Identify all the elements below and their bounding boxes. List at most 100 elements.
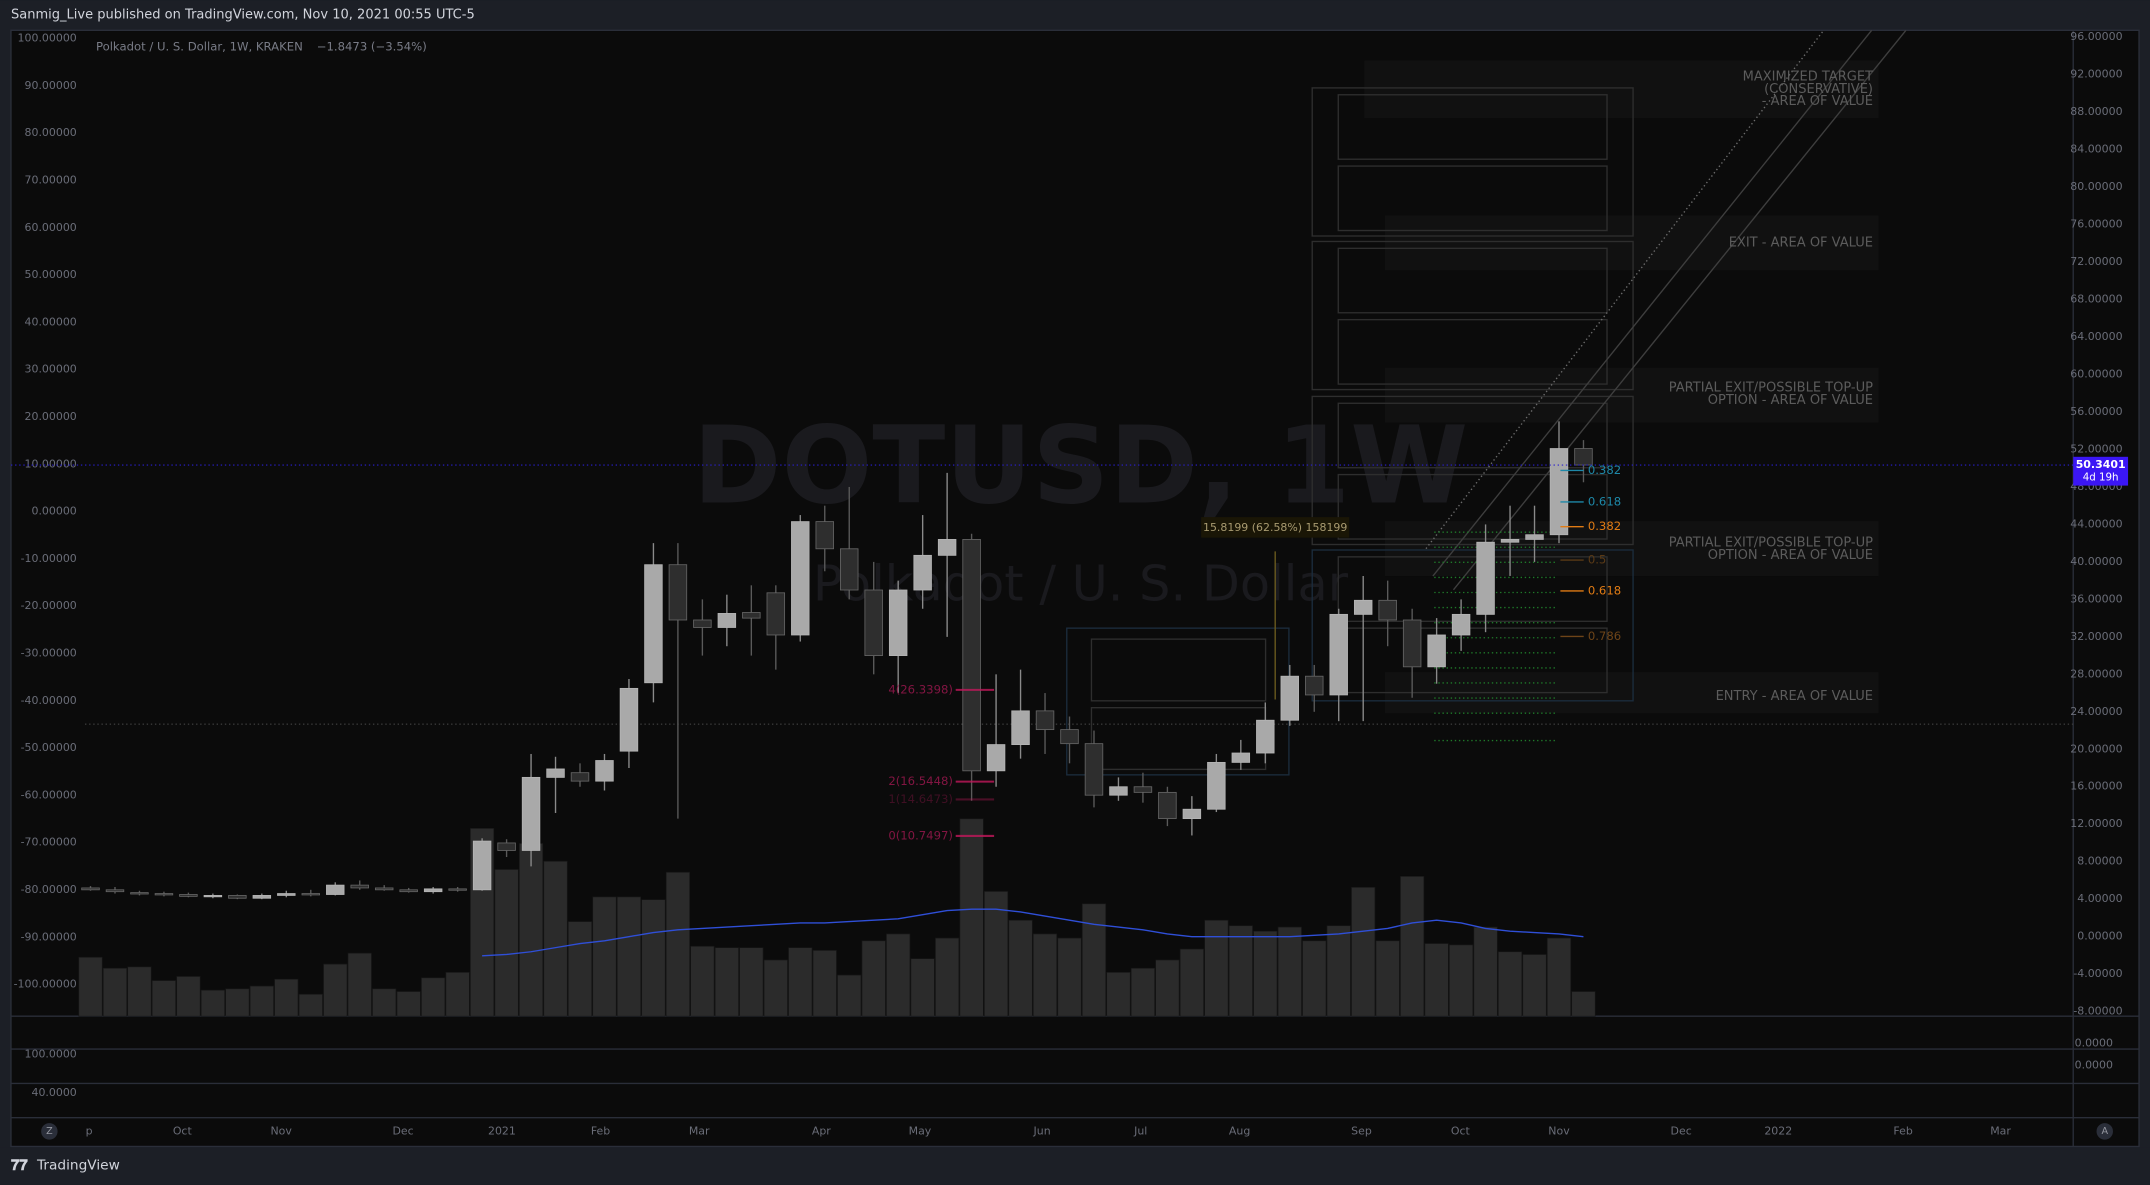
fib-label: 2(16.5448)	[888, 774, 953, 788]
volume-bar	[1081, 903, 1107, 1017]
candle-body	[864, 589, 883, 657]
y2-tick-label: 20.00000	[25, 410, 77, 423]
button[interactable]	[41, 1123, 58, 1140]
zone-band	[1384, 215, 1879, 271]
volume-bar	[837, 974, 862, 1017]
box	[1337, 402, 1608, 469]
x-tick-label: Apr	[812, 1124, 831, 1137]
fib-label: 0.382	[1588, 519, 1621, 533]
y-tick-label: 16.00000	[2070, 780, 2122, 793]
zone-label: OPTION - AREA OF VALUE	[1708, 393, 1873, 408]
volume-bar	[1375, 940, 1400, 1017]
y-tick-label: 52.00000	[2070, 442, 2122, 455]
candle-body	[81, 887, 100, 891]
button-label[interactable]: A	[2101, 1126, 2108, 1137]
box	[1337, 556, 1608, 622]
y-tick-label: 28.00000	[2070, 667, 2122, 680]
y-tick-label: 8.00000	[2077, 855, 2122, 868]
fib-label: 0(10.7497)	[888, 828, 953, 842]
candle-body	[668, 564, 688, 621]
zone-band	[1364, 60, 1879, 119]
y-tick-label: 44.00000	[2070, 517, 2122, 530]
volume-bar	[494, 869, 519, 1017]
y2-tick-label: -40.00000	[21, 694, 77, 707]
fib-label: 0.618	[1588, 583, 1621, 597]
y-tick-label: 36.00000	[2070, 592, 2122, 605]
y-tick-label: 24.00000	[2070, 705, 2122, 718]
box	[1337, 247, 1608, 314]
last-price-label: 50.3401	[2076, 458, 2126, 471]
candle-body	[1280, 675, 1299, 721]
volume-bar	[1400, 875, 1425, 1017]
volume-bar	[1449, 944, 1474, 1017]
candle-body	[203, 895, 223, 898]
candle-body	[521, 776, 541, 851]
candle-body	[252, 895, 272, 899]
candle-body	[1231, 752, 1251, 763]
volume-bar	[176, 976, 201, 1017]
volume-bar	[690, 945, 715, 1017]
x-tick-label: Jul	[1133, 1124, 1147, 1137]
y-tick-label: 20.00000	[2070, 742, 2122, 755]
volume-bar	[812, 950, 837, 1017]
zone-label: PARTIAL EXIT/POSSIBLE TOP-UP	[1669, 381, 1873, 396]
button-label[interactable]: Z	[46, 1126, 53, 1137]
volume-bar	[1473, 926, 1498, 1017]
trend-line	[1432, 29, 1873, 577]
volume-bar	[225, 988, 250, 1017]
volume-bar	[1571, 991, 1596, 1017]
fib-label: 0.786	[1588, 629, 1621, 643]
candle-body	[717, 613, 737, 628]
zone-band	[1384, 367, 1879, 423]
y2-tick-label: 100.00000	[18, 32, 77, 45]
y-tick-label: 32.00000	[2070, 630, 2122, 643]
candle-body	[840, 548, 859, 591]
candle-body	[791, 521, 810, 636]
zone-label: MAXIMIZED TARGET	[1743, 69, 1873, 84]
volume-bar	[861, 940, 886, 1017]
y-tick-label: 88.00000	[2070, 105, 2122, 118]
y-tick-label: 80.00000	[2070, 180, 2122, 193]
candle-body	[1084, 743, 1104, 796]
volume-bar	[127, 966, 152, 1017]
volume-bar	[1351, 886, 1376, 1017]
candle-body	[888, 589, 908, 657]
volume-bar	[763, 959, 788, 1017]
candle-body	[1182, 808, 1202, 820]
candle-body	[937, 539, 957, 556]
fib-label: 0.618	[1588, 494, 1621, 508]
candle-body	[815, 521, 834, 550]
candle-body	[1060, 729, 1079, 745]
volume-bar	[910, 958, 935, 1017]
candle-body	[105, 889, 125, 893]
y-tick-label: 92.00000	[2070, 68, 2122, 81]
x-tick-label: Mar	[1990, 1124, 2011, 1137]
volume-bar	[102, 967, 128, 1017]
volume-bar	[592, 896, 617, 1017]
pane-tick-label: 100.0000	[25, 1048, 77, 1061]
volume-bar	[1032, 933, 1058, 1017]
volume-bar	[1326, 925, 1351, 1017]
candle-body	[693, 619, 712, 628]
candle-body	[1305, 675, 1324, 696]
volume-bar	[1204, 919, 1229, 1017]
x-tick-label: Oct	[173, 1124, 193, 1137]
candle-body	[301, 893, 321, 896]
volume-bar	[714, 947, 739, 1017]
box	[1337, 165, 1608, 232]
volume-bar	[1253, 930, 1278, 1017]
fib-label: 4(26.3398)	[888, 682, 953, 696]
watermark-symbol: DOTUSD, 1W	[693, 405, 1468, 529]
y2-tick-label: 90.00000	[25, 79, 77, 92]
volume-bar	[1057, 937, 1082, 1017]
button[interactable]	[2096, 1123, 2113, 1140]
zone-band	[1384, 521, 1879, 577]
pane-tick-label: 40.0000	[31, 1086, 76, 1099]
volume-bar	[421, 977, 446, 1017]
y2-tick-label: 10.00000	[25, 457, 77, 470]
volume-bar	[1277, 926, 1302, 1017]
candle-body	[423, 888, 443, 893]
x-tick-label: Feb	[591, 1124, 610, 1137]
y2-tick-label: 60.00000	[25, 221, 77, 234]
